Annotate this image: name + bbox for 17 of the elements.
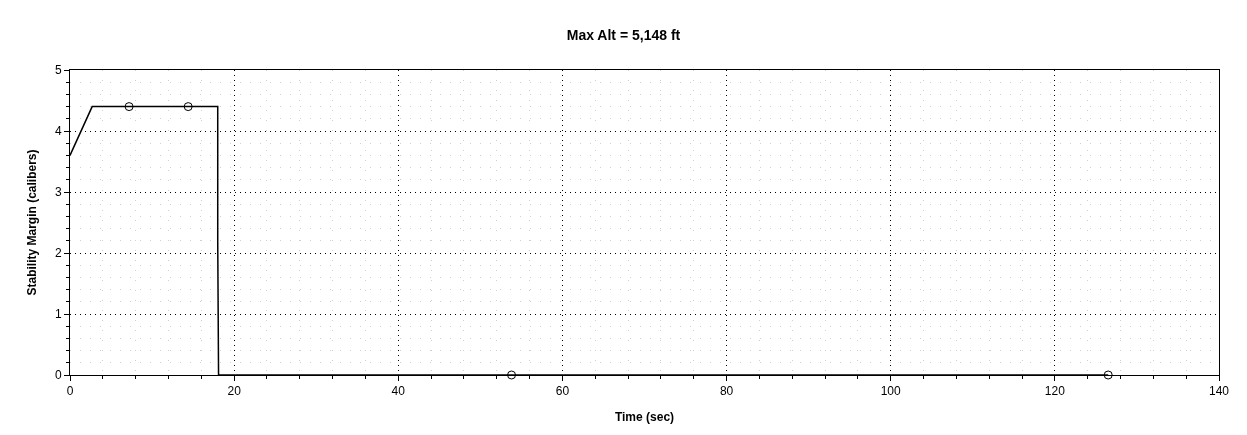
- y-tick-label: 0: [54, 368, 62, 383]
- x-tick-label: 140: [1208, 384, 1230, 399]
- x-tick-label: 20: [227, 384, 242, 399]
- y-axis-title: Stability Margin (calibers): [25, 149, 39, 296]
- y-tick-label: 5: [54, 63, 62, 78]
- x-tick-label: 80: [719, 384, 734, 399]
- x-tick-label: 100: [880, 384, 902, 399]
- chart-title: Max Alt = 5,148 ft: [566, 27, 681, 44]
- y-tick-label: 2: [54, 246, 62, 261]
- x-tick-label: 120: [1044, 384, 1066, 399]
- x-tick-label: 40: [391, 384, 406, 399]
- y-tick-label: 3: [54, 185, 62, 200]
- x-tick-label: 60: [555, 384, 570, 399]
- x-axis-title: Time (sec): [614, 410, 675, 424]
- y-tick-label: 4: [54, 124, 62, 139]
- x-tick-label: 0: [66, 384, 74, 399]
- y-tick-label: 1: [54, 307, 62, 322]
